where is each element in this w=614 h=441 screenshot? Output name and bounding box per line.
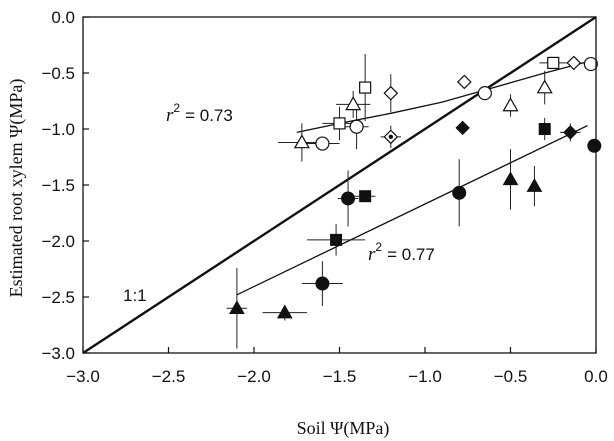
square-open-marker bbox=[547, 56, 560, 70]
triangle-filled-marker bbox=[526, 178, 543, 192]
x-tick-label: −1.5 bbox=[323, 367, 357, 386]
x-tick-label: −0.5 bbox=[494, 367, 528, 386]
circle-open-marker bbox=[315, 136, 330, 151]
circle-filled-marker bbox=[587, 138, 602, 153]
circle-open-marker bbox=[583, 56, 598, 72]
y-tick-label: −0.5 bbox=[41, 64, 75, 83]
triangle-open-marker bbox=[293, 134, 310, 149]
r2-upper-annotation: r2 = 0.73 bbox=[166, 101, 233, 126]
triangle-open-marker bbox=[345, 96, 362, 111]
triangle-open-marker bbox=[536, 79, 553, 94]
axes-layer: −3.0 −2.5 −2.0 −1.5 −1.0 −0.5 0.0 0.0 −0.5 −1.0 −1… bbox=[41, 8, 607, 386]
diamond-open-marker bbox=[566, 55, 582, 71]
y-axis-title: Estimated root xylem Ψ(MPa) bbox=[6, 79, 27, 298]
y-tick-label: −3.0 bbox=[41, 344, 75, 363]
square-filled-marker bbox=[359, 190, 372, 203]
x-tick-label: −1.0 bbox=[408, 367, 442, 386]
y-tick-label: −2.0 bbox=[41, 232, 75, 251]
y-tick-label: −1.5 bbox=[41, 176, 75, 195]
diamond-open-marker bbox=[456, 74, 472, 90]
x-axis-title: Soil Ψ(MPa) bbox=[297, 418, 390, 439]
square-filled-marker bbox=[538, 123, 551, 135]
r2-upper-symbol: r bbox=[166, 105, 174, 126]
diamond-filled-marker bbox=[563, 125, 578, 140]
y-tick-label: 0.0 bbox=[51, 8, 75, 27]
r2-lower-annotation: r2 = 0.77 bbox=[368, 240, 435, 265]
one-to-one-label: 1:1 bbox=[123, 286, 147, 305]
circle-open-marker bbox=[349, 119, 364, 134]
r2-lower-superscript: 2 bbox=[375, 240, 382, 254]
x-tick-label: 0.0 bbox=[584, 367, 608, 386]
triangle-open-marker bbox=[502, 97, 519, 112]
chart-lines-layer bbox=[82, 15, 597, 355]
diamond-dot-center bbox=[388, 134, 393, 140]
y-tick-label: −1.0 bbox=[41, 120, 75, 139]
triangle-filled-marker bbox=[502, 171, 519, 186]
x-tick-label: −2.5 bbox=[152, 367, 186, 386]
circle-open-marker bbox=[477, 86, 492, 101]
y-tick-label: −2.5 bbox=[41, 288, 75, 307]
square-open-marker bbox=[359, 81, 372, 94]
square-open-marker bbox=[333, 117, 346, 130]
diamond-open-marker bbox=[383, 85, 399, 101]
x-tick-label: −3.0 bbox=[66, 367, 100, 386]
one-to-one-line bbox=[82, 15, 597, 355]
fit-lower-line bbox=[236, 125, 588, 296]
square-filled-marker bbox=[330, 233, 343, 246]
r2-lower-value: = 0.77 bbox=[387, 245, 435, 264]
r2-lower-symbol: r bbox=[368, 244, 376, 265]
error-bars-layer bbox=[226, 53, 581, 349]
triangle-filled-marker bbox=[229, 300, 245, 314]
circle-filled-marker bbox=[452, 185, 467, 200]
diamond-filled-marker bbox=[455, 120, 470, 136]
r2-upper-superscript: 2 bbox=[173, 101, 180, 115]
circle-filled-marker bbox=[341, 191, 356, 206]
triangle-filled-marker bbox=[276, 304, 293, 319]
x-tick-label: −2.0 bbox=[237, 367, 271, 386]
circle-filled-marker bbox=[315, 276, 330, 291]
data-points-layer bbox=[229, 55, 602, 319]
r2-upper-value: = 0.73 bbox=[185, 106, 233, 125]
